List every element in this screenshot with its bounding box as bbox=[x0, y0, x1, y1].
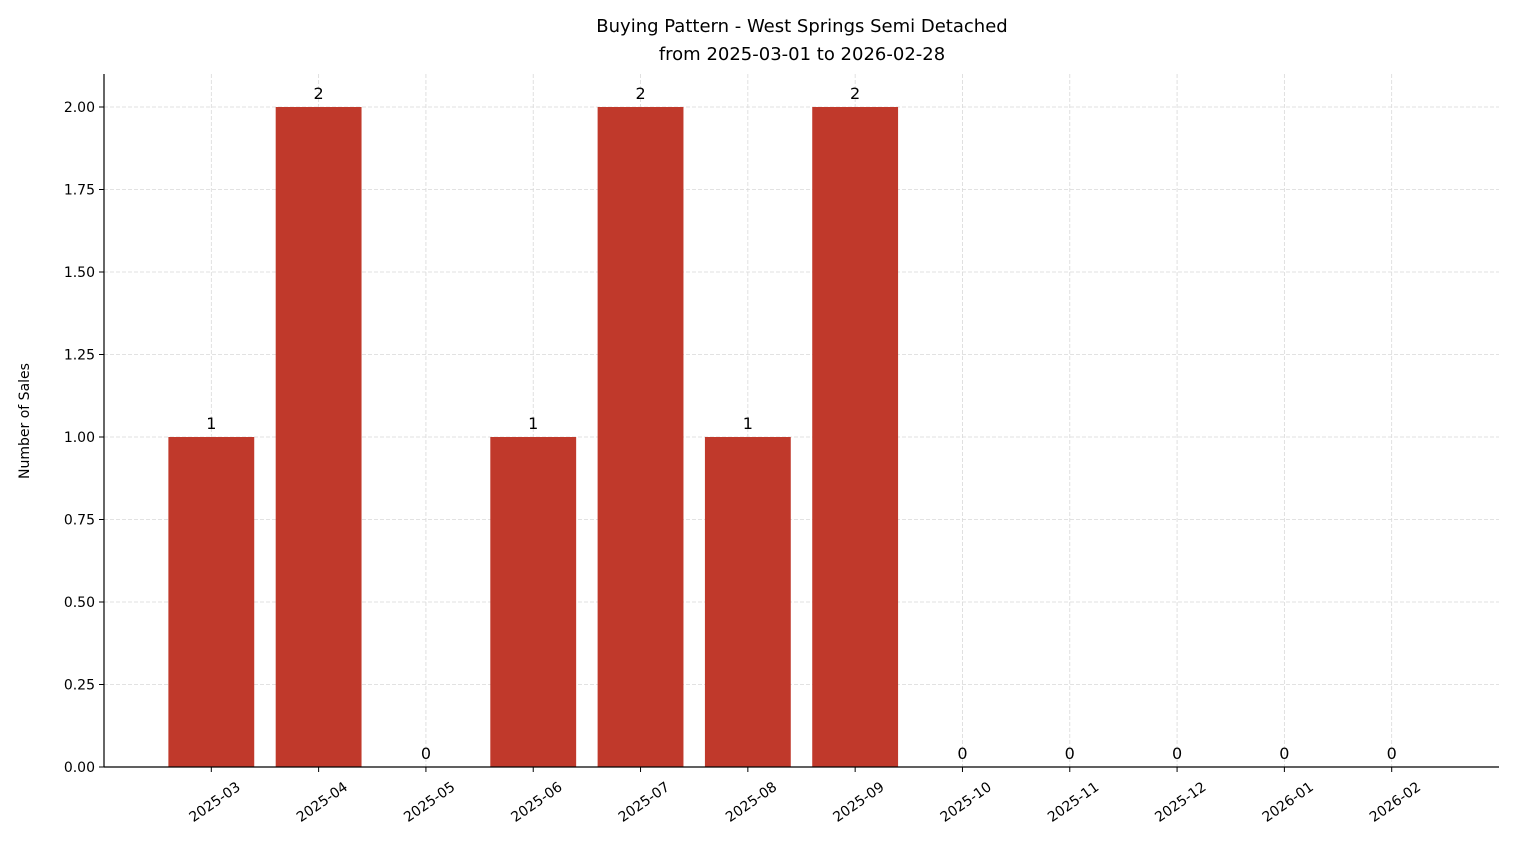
value-label: 0 bbox=[1387, 744, 1397, 763]
value-label: 2 bbox=[850, 84, 860, 103]
x-tick-label: 2025-03 bbox=[187, 779, 244, 826]
x-tick-label: 2025-12 bbox=[1152, 779, 1209, 826]
x-tick-label: 2025-11 bbox=[1045, 779, 1102, 826]
y-tick-label: 1.25 bbox=[64, 348, 95, 364]
y-tick-label: 0.75 bbox=[64, 513, 95, 529]
y-tick-label: 0.00 bbox=[64, 760, 95, 776]
chart-title: Buying Pattern - West Springs Semi Detac… bbox=[596, 16, 1007, 37]
value-label: 0 bbox=[957, 744, 967, 763]
x-tick-label: 2025-10 bbox=[938, 779, 995, 826]
bar bbox=[704, 437, 791, 767]
value-label: 2 bbox=[314, 84, 324, 103]
bar bbox=[597, 107, 684, 767]
y-tick-label: 0.25 bbox=[64, 678, 95, 694]
chart-subtitle: from 2025-03-01 to 2026-02-28 bbox=[659, 44, 945, 65]
x-tick-label: 2025-05 bbox=[401, 779, 458, 826]
y-tick-label: 1.50 bbox=[64, 265, 95, 281]
y-tick-label: 1.75 bbox=[64, 183, 95, 199]
value-label: 0 bbox=[1065, 744, 1075, 763]
y-tick-label: 1.00 bbox=[64, 430, 95, 446]
y-tick-label: 2.00 bbox=[64, 100, 95, 116]
y-axis-label: Number of Sales bbox=[17, 363, 33, 479]
bar bbox=[275, 107, 362, 767]
x-tick-label: 2025-08 bbox=[723, 779, 780, 826]
x-tick-label: 2025-06 bbox=[508, 779, 565, 826]
value-label: 1 bbox=[528, 414, 538, 433]
bar bbox=[168, 437, 255, 767]
value-label: 0 bbox=[421, 744, 431, 763]
value-label: 2 bbox=[635, 84, 645, 103]
value-label: 1 bbox=[743, 414, 753, 433]
x-tick-label: 2026-02 bbox=[1367, 779, 1424, 826]
bar bbox=[490, 437, 577, 767]
bar bbox=[812, 107, 899, 767]
x-tick-label: 2025-04 bbox=[294, 779, 351, 826]
y-tick-label: 0.50 bbox=[64, 595, 95, 611]
value-label: 0 bbox=[1172, 744, 1182, 763]
x-tick-label: 2025-07 bbox=[616, 779, 673, 826]
value-label: 1 bbox=[206, 414, 216, 433]
x-tick-label: 2025-09 bbox=[830, 779, 887, 826]
value-label: 0 bbox=[1279, 744, 1289, 763]
x-tick-label: 2026-01 bbox=[1260, 779, 1317, 826]
